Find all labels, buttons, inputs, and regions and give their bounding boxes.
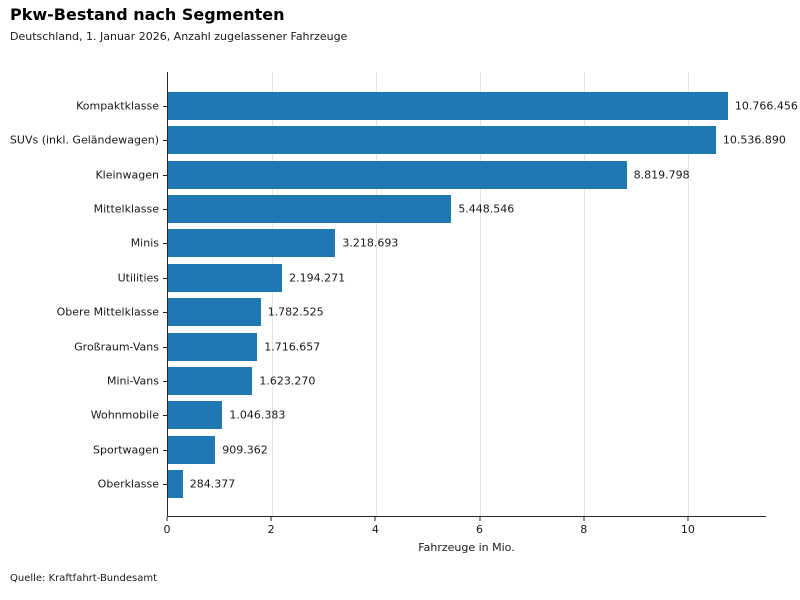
y-tick-mark: [163, 346, 167, 348]
value-label: 284.377: [189, 477, 236, 491]
y-tick-mark: [163, 415, 167, 417]
category-label: Kompaktklasse: [76, 99, 159, 113]
x-tick-mark: [583, 517, 585, 521]
bar-row: Großraum-Vans 1.716.657: [74, 332, 766, 361]
value-label: 1.782.525: [267, 305, 324, 319]
x-tick-mark: [270, 517, 272, 521]
y-tick-mark: [163, 484, 167, 486]
y-tick-mark: [163, 449, 167, 451]
y-tick-mark: [163, 381, 167, 383]
bar: [168, 126, 716, 155]
x-tick-mark: [374, 517, 376, 521]
bar-row: Mini-Vans 1.623.270: [107, 367, 766, 396]
chart-subtitle: Deutschland, 1. Januar 2026, Anzahl zuge…: [10, 30, 348, 43]
y-tick-mark: [163, 277, 167, 279]
value-label: 10.536.890: [722, 133, 786, 147]
value-label: 5.448.546: [458, 202, 515, 216]
bar-row: Mittelklasse 5.448.546: [94, 195, 766, 224]
y-tick-mark: [163, 174, 167, 176]
x-tick-label: 8: [580, 523, 588, 536]
x-axis-label: Fahrzeuge in Mio.: [418, 541, 515, 554]
category-label: Mittelklasse: [93, 202, 159, 216]
gridlines: [168, 72, 766, 516]
bar: [168, 195, 452, 224]
bar: [168, 401, 223, 430]
bar: [168, 229, 336, 258]
plot-area: Kompaktklasse 10.766.456 SUVs (inkl. Gelän…: [10, 72, 798, 517]
x-tick-mark: [479, 517, 481, 521]
source-note: Quelle: Kraftfahrt-Bundesamt: [10, 573, 157, 584]
category-label: Obere Mittelklasse: [56, 305, 159, 319]
gridline: [376, 72, 377, 516]
bar-row: Sportwagen 909.362: [93, 435, 766, 464]
y-tick-mark: [163, 243, 167, 245]
x-tick-label: 10: [680, 523, 695, 536]
gridline: [688, 72, 689, 516]
category-label: SUVs (inkl. Geländewagen): [9, 133, 159, 147]
bars-layer: Kompaktklasse 10.766.456 SUVs (inkl. Gelän…: [10, 72, 798, 516]
value-label: 3.218.693: [342, 236, 399, 250]
x-axis: Fahrzeuge in Mio. 0 2 4 6 8 10: [163, 517, 766, 563]
gridline: [584, 72, 585, 516]
bar: [168, 332, 258, 361]
bar: [168, 91, 728, 120]
y-tick-mark: [163, 312, 167, 314]
category-label: Oberklasse: [97, 477, 159, 491]
category-label: Minis: [130, 236, 159, 250]
value-label: 1.046.383: [229, 408, 286, 422]
value-label: 1.623.270: [259, 374, 316, 388]
gridline: [480, 72, 481, 516]
bar-row: Wohnmobile 1.046.383: [91, 401, 766, 430]
x-tick-mark: [687, 517, 689, 521]
bar: [168, 367, 253, 396]
x-tick-label: 6: [476, 523, 484, 536]
bar: [168, 298, 261, 327]
y-tick-mark: [163, 140, 167, 142]
category-label: Großraum-Vans: [74, 340, 159, 354]
category-label: Sportwagen: [93, 443, 159, 457]
gridline: [272, 72, 273, 516]
value-label: 2.194.271: [289, 271, 346, 285]
bar-row: Minis 3.218.693: [131, 229, 766, 258]
category-label: Kleinwagen: [95, 168, 159, 182]
value-label: 10.766.456: [734, 99, 798, 113]
x-tick-mark: [166, 517, 168, 521]
bar: [168, 160, 627, 189]
bar-row: Obere Mittelklasse 1.782.525: [57, 298, 766, 327]
x-tick-label: 0: [163, 523, 171, 536]
y-tick-mark: [163, 209, 167, 211]
bar: [168, 263, 283, 292]
y-tick-mark: [163, 105, 167, 107]
category-label: Wohnmobile: [90, 408, 159, 422]
value-label: 8.819.798: [633, 168, 690, 182]
bar-row: Kleinwagen 8.819.798: [95, 160, 766, 189]
bar: [168, 470, 183, 499]
bar-row: Utilities 2.194.271: [118, 263, 766, 292]
bar-row: Kompaktklasse 10.766.456: [76, 91, 798, 120]
x-tick-label: 2: [267, 523, 275, 536]
category-label: Utilities: [117, 271, 159, 285]
value-label: 909.362: [222, 443, 268, 457]
category-label: Mini-Vans: [106, 374, 159, 388]
x-tick-label: 4: [371, 523, 379, 536]
bar: [168, 435, 216, 464]
bar-row: SUVs (inkl. Geländewagen) 10.536.890: [10, 126, 786, 155]
bar-row: Oberklasse 284.377: [98, 470, 766, 499]
value-label: 1.716.657: [264, 340, 321, 354]
chart-title: Pkw-Bestand nach Segmenten: [10, 5, 285, 24]
